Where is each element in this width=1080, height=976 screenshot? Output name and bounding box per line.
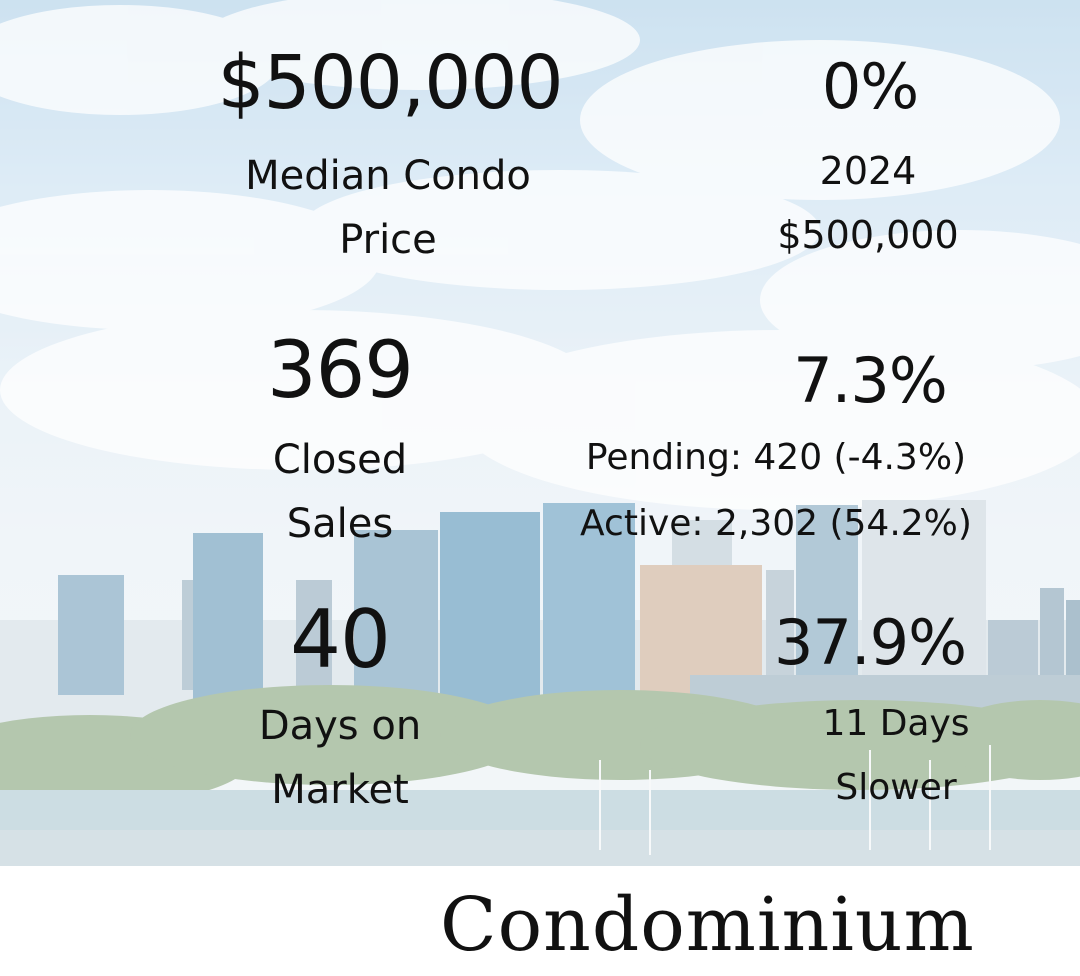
dom-change-line1: 11 Days: [822, 703, 970, 744]
background-veil: [0, 0, 1080, 866]
days-on-market-label-line1: Days on: [258, 703, 422, 749]
sales-change-value: 7.3%: [793, 344, 948, 417]
median-price-value: $500,000: [217, 40, 563, 126]
median-price-label-line2: Price: [339, 217, 437, 263]
dom-change-value: 37.9%: [774, 606, 967, 679]
pending-listings-text: Pending: 420 (-4.3%): [585, 437, 967, 478]
closed-sales-label-line1: Closed: [272, 437, 408, 483]
active-listings-text: Active: 2,302 (54.2%): [580, 503, 972, 544]
days-on-market-label-line2: Market: [271, 767, 409, 813]
dom-change-line2: Slower: [835, 767, 957, 808]
price-change-prior-value: $500,000: [777, 213, 959, 257]
closed-sales-value: 369: [267, 326, 414, 416]
median-price-label-line1: Median Condo: [245, 153, 531, 199]
price-change-value: 0%: [821, 50, 919, 123]
background-photo: [0, 0, 1080, 866]
closed-sales-label-line2: Sales: [286, 501, 394, 547]
skyline-illustration: [0, 500, 1080, 866]
days-on-market-value: 40: [290, 593, 391, 686]
price-change-year: 2024: [819, 149, 917, 193]
property-type-title: Condominium: [440, 882, 975, 968]
